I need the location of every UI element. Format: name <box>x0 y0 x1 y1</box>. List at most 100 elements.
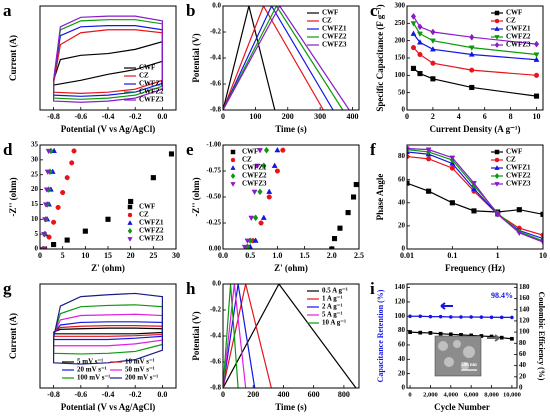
marker <box>43 187 50 193</box>
y-tick-label: 0 <box>402 384 406 392</box>
marker <box>469 84 475 91</box>
marker <box>258 220 264 226</box>
y2-tick-label: 100 <box>519 328 530 336</box>
marker <box>416 39 423 45</box>
legend-label: 0.5 A g⁻¹ <box>322 287 348 295</box>
legend-marker <box>494 165 500 170</box>
marker <box>345 210 351 216</box>
marker <box>533 40 540 48</box>
legend-label: CZ <box>506 17 516 25</box>
y-tick-label: -0.50 <box>206 193 221 201</box>
marker <box>280 147 286 153</box>
x-tick-label: -0.2 <box>129 390 142 399</box>
series-line <box>223 6 344 110</box>
x-tick-label: 0.01 <box>400 251 414 260</box>
marker <box>533 72 540 78</box>
marker <box>468 51 475 57</box>
x-tick-label: 300 <box>314 112 326 121</box>
plot-frame <box>39 144 177 250</box>
legend-marker <box>127 237 133 242</box>
y-tick-label: 35 <box>31 141 39 149</box>
y-tick-label: 60 <box>398 341 406 349</box>
x-tick-label: 0 <box>405 112 409 121</box>
marker <box>417 23 423 31</box>
y-tick-label: 200 <box>395 36 406 44</box>
legend-label: CWF <box>322 9 338 17</box>
marker <box>468 45 475 51</box>
legend-marker <box>494 35 500 40</box>
marker <box>430 28 436 36</box>
x-tick-label: 4 <box>457 112 461 121</box>
marker <box>51 219 57 225</box>
y-tick-label: 80 <box>398 152 406 160</box>
legend-label: CWFZ3 <box>139 96 164 104</box>
x-tick-label: 0.0 <box>157 112 167 121</box>
legend-marker <box>230 157 236 163</box>
legend-label: CZ <box>322 17 332 25</box>
x-tick-label: 0 <box>221 112 225 121</box>
y-tick-label: 5 <box>35 230 39 238</box>
x-tick-label: 0.1 <box>447 251 457 260</box>
marker <box>449 165 455 171</box>
marker <box>469 33 475 41</box>
marker <box>263 146 270 154</box>
y-tick-label: 120 <box>395 298 406 306</box>
y-tick-label: 0.0 <box>212 280 221 288</box>
marker <box>516 230 523 237</box>
marker <box>428 314 433 319</box>
marker <box>351 194 357 200</box>
y-axis-label: Potential (V) <box>191 311 201 360</box>
marker <box>64 175 70 181</box>
legend-label: CWF <box>139 64 155 72</box>
x-tick-label: -0.6 <box>74 112 87 121</box>
x-tick-label: 8 <box>509 112 513 121</box>
legend-label: CZ <box>139 72 149 80</box>
legend-label: CWFZ3 <box>506 41 531 49</box>
panel-label: i <box>370 279 375 298</box>
marker <box>533 52 540 58</box>
y-tick-label: -0.8 <box>210 384 222 392</box>
x-axis-label: Cycle Number <box>434 402 490 412</box>
inset-texture <box>438 341 448 351</box>
y2-tick-label: 140 <box>519 305 530 313</box>
x-tick-label: 6 <box>483 112 487 121</box>
y-tick-label: -0.6 <box>210 358 222 366</box>
x-axis-label: Z' (ohm) <box>91 263 125 273</box>
plot-area <box>223 6 350 110</box>
inset-texture <box>444 357 454 367</box>
x-tick-label: -0.2 <box>129 112 142 121</box>
y2-tick-label: 180 <box>519 283 530 291</box>
x-tick-label: 25 <box>149 251 157 260</box>
y-axis-label: Current (A) <box>8 313 18 359</box>
plot-area <box>410 12 540 99</box>
legend-marker <box>127 212 133 218</box>
marker <box>45 148 52 155</box>
marker <box>510 336 514 341</box>
marker <box>425 147 432 153</box>
x-tick-label: 100 <box>249 112 261 121</box>
legend-label: CWFZ3 <box>322 41 347 49</box>
legend-label: 10 mV s⁻¹ <box>125 358 155 366</box>
marker <box>251 189 258 196</box>
series-line <box>223 6 324 110</box>
y-tick-label: 0.0 <box>212 2 221 10</box>
marker <box>42 217 48 223</box>
x-tick-label: 1.0 <box>272 251 282 260</box>
marker <box>449 200 455 206</box>
marker <box>337 225 343 231</box>
legend-label: CZ <box>139 211 149 219</box>
x-axis-label: Potential (V vs Ag/AgCl) <box>61 124 156 134</box>
arrow <box>487 334 500 342</box>
x-tick-label: 0.0 <box>218 251 228 260</box>
marker <box>489 315 494 320</box>
marker <box>253 214 259 222</box>
x-tick-label: 400 <box>347 112 359 121</box>
series-line <box>223 284 272 388</box>
y-tick-label: 30 <box>31 155 39 163</box>
marker <box>274 146 281 153</box>
y-tick-label: -0.2 <box>210 306 222 314</box>
plot-area <box>53 15 163 103</box>
y-tick-label: 40 <box>398 198 406 206</box>
legend-label: CWFZ1 <box>506 164 531 172</box>
x-tick-label: -0.4 <box>102 390 115 399</box>
